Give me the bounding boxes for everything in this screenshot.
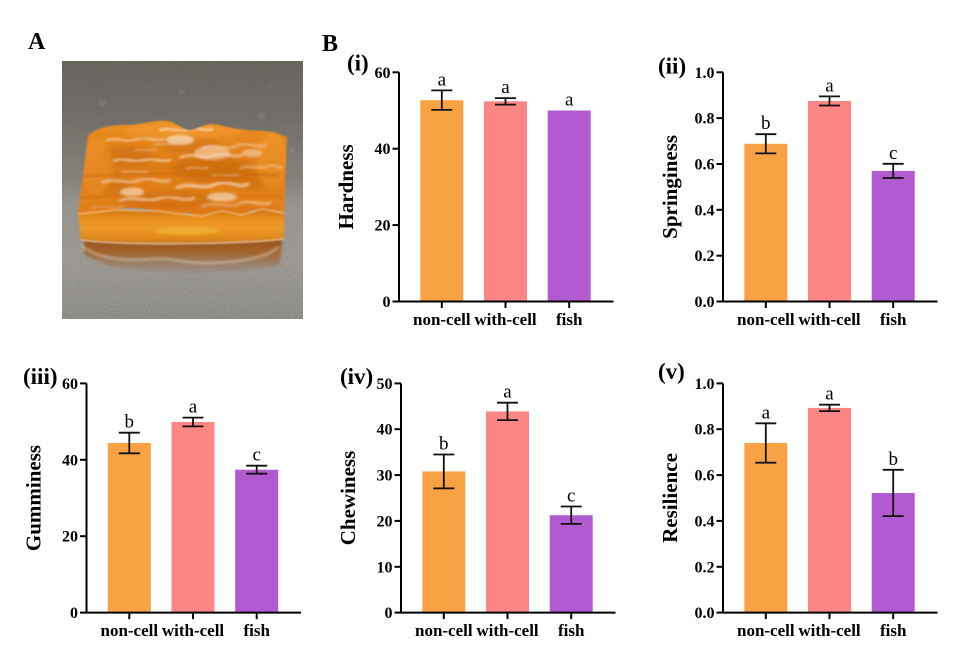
svg-text:40: 40 [62, 452, 78, 469]
svg-text:0: 0 [383, 294, 391, 311]
svg-text:fish: fish [556, 310, 583, 329]
svg-text:a: a [501, 77, 510, 98]
svg-text:40: 40 [375, 141, 391, 158]
svg-text:with-cell: with-cell [798, 310, 861, 329]
svg-text:(iii): (iii) [23, 364, 58, 389]
svg-text:60: 60 [375, 65, 391, 82]
svg-text:a: a [438, 69, 447, 90]
svg-text:b: b [761, 113, 771, 134]
svg-text:20: 20 [375, 218, 391, 235]
svg-text:0.2: 0.2 [695, 248, 715, 265]
svg-text:non-cell: non-cell [100, 621, 158, 640]
svg-text:with-cell: with-cell [476, 621, 539, 640]
svg-text:50: 50 [377, 376, 393, 393]
svg-text:b: b [439, 434, 449, 455]
svg-text:0.8: 0.8 [695, 422, 715, 439]
svg-text:0.0: 0.0 [695, 294, 715, 311]
svg-text:a: a [762, 402, 771, 423]
svg-text:(v): (v) [658, 359, 685, 384]
svg-text:0.6: 0.6 [695, 157, 715, 174]
svg-text:with-cell: with-cell [474, 310, 537, 329]
svg-text:b: b [888, 449, 898, 470]
svg-text:a: a [825, 384, 834, 405]
svg-text:A: A [28, 29, 46, 55]
svg-text:with-cell: with-cell [162, 621, 225, 640]
svg-text:60: 60 [62, 376, 78, 393]
svg-text:0.4: 0.4 [695, 513, 715, 530]
svg-text:fish: fish [880, 310, 907, 329]
svg-text:a: a [825, 75, 834, 96]
svg-text:1.0: 1.0 [695, 376, 715, 393]
svg-text:(ii): (ii) [658, 54, 686, 79]
svg-text:(iv): (iv) [340, 364, 373, 389]
svg-text:30: 30 [377, 468, 393, 485]
svg-text:0.8: 0.8 [695, 111, 715, 128]
svg-text:1.0: 1.0 [695, 65, 715, 82]
svg-text:c: c [252, 445, 260, 466]
svg-text:0.0: 0.0 [695, 605, 715, 622]
svg-text:Resilience: Resilience [658, 453, 682, 543]
svg-text:0.4: 0.4 [695, 202, 715, 219]
svg-text:B: B [322, 31, 338, 57]
svg-text:Gumminess: Gumminess [22, 445, 46, 551]
svg-text:20: 20 [377, 513, 393, 530]
svg-text:0: 0 [70, 605, 78, 622]
svg-text:a: a [565, 90, 574, 111]
svg-text:0: 0 [385, 605, 393, 622]
svg-text:Springiness: Springiness [658, 135, 682, 239]
svg-text:non-cell: non-cell [737, 621, 795, 640]
svg-text:(i): (i) [347, 51, 369, 76]
svg-text:non-cell: non-cell [413, 310, 471, 329]
svg-text:fish: fish [558, 621, 585, 640]
svg-text:20: 20 [62, 529, 78, 546]
svg-text:with-cell: with-cell [798, 621, 861, 640]
svg-text:b: b [125, 412, 135, 433]
svg-text:0.6: 0.6 [695, 468, 715, 485]
svg-text:non-cell: non-cell [737, 310, 795, 329]
svg-text:10: 10 [377, 559, 393, 576]
svg-text:Hardness: Hardness [334, 144, 358, 229]
svg-text:c: c [889, 143, 897, 164]
svg-text:a: a [503, 382, 512, 403]
svg-text:non-cell: non-cell [415, 621, 473, 640]
svg-text:Chewiness: Chewiness [336, 451, 360, 546]
svg-text:fish: fish [243, 621, 270, 640]
svg-text:a: a [189, 397, 198, 418]
svg-text:c: c [567, 486, 575, 507]
svg-text:fish: fish [880, 621, 907, 640]
svg-text:0.2: 0.2 [695, 559, 715, 576]
svg-text:40: 40 [377, 422, 393, 439]
